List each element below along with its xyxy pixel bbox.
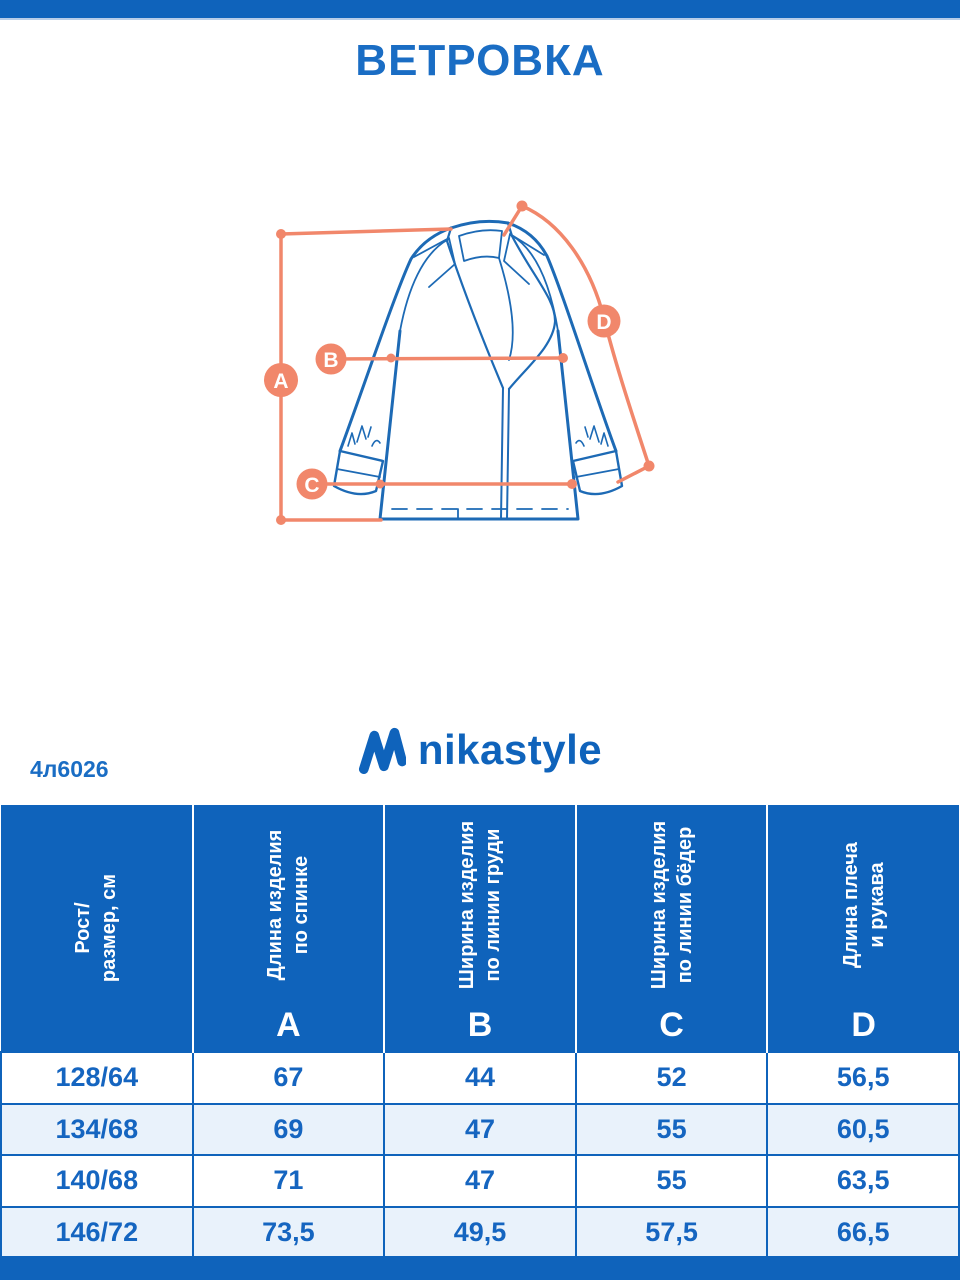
header-sleeve-length-label: Длина плеча и рукава (839, 842, 888, 968)
brand-name: nikastyle (417, 726, 603, 773)
badge-a-label: A (273, 370, 288, 393)
value-cell: 73,5 (191, 1205, 386, 1259)
size-table: Рост/ размер, см Длина изделия по спинке… (0, 805, 960, 1259)
header-letter-b: B (467, 1006, 493, 1044)
header-size-column: Рост/ размер, см (1, 805, 193, 1052)
product-code: 4л6026 (30, 756, 109, 782)
badge-c-circle (296, 468, 328, 500)
badge-b-circle (315, 343, 347, 375)
header-hip-width-label: Ширина изделия по линии бёдер (647, 820, 696, 990)
jacket-measurement-diagram: A B C D (264, 200, 655, 525)
brand-logo-mark-icon (358, 727, 406, 774)
size-cell: 146/72 (0, 1205, 194, 1259)
badge-d-circle (587, 304, 621, 338)
header-hip-width-column: Ширина изделия по линии бёдер C (574, 805, 768, 1052)
table-row: 134/68 69 47 55 60,5 (0, 1102, 960, 1156)
table-row: 140/68 71 47 55 63,5 (0, 1154, 960, 1208)
jacket-outline (332, 219, 624, 521)
value-cell: 63,5 (766, 1154, 960, 1208)
header-letter-d: D (851, 1006, 876, 1044)
value-cell: 60,5 (766, 1102, 960, 1156)
measurement-dots (276, 200, 655, 525)
header-sleeve-length-column: Длина плеча и рукава D (766, 805, 959, 1052)
value-cell: 44 (383, 1051, 577, 1105)
size-table-header: Рост/ размер, см Длина изделия по спинке… (1, 805, 959, 1052)
header-chest-width-label: Ширина изделия по линии груди (455, 820, 504, 990)
value-cell: 69 (191, 1102, 386, 1156)
header-chest-width-column: Ширина изделия по линии груди B (383, 805, 576, 1052)
top-accent-bar (0, 0, 960, 20)
header-back-length-column: Длина изделия по спинке A (191, 805, 385, 1052)
value-cell: 55 (574, 1154, 769, 1208)
header-letter-c: C (659, 1006, 684, 1044)
size-cell: 128/64 (0, 1051, 194, 1105)
badge-b-label: B (323, 349, 338, 372)
value-cell: 71 (191, 1154, 386, 1208)
page-title: ВЕТРОВКА (355, 36, 605, 85)
header-letter-a: A (276, 1006, 301, 1044)
badge-a-circle (264, 363, 298, 397)
value-cell: 49,5 (383, 1205, 577, 1259)
measurement-badges: A B C D (264, 304, 621, 500)
brand-logo: nikastyle (0, 722, 960, 778)
value-cell: 67 (191, 1051, 386, 1105)
badge-d-label: D (596, 311, 611, 334)
value-cell: 66,5 (766, 1205, 960, 1259)
value-cell: 47 (383, 1102, 577, 1156)
value-cell: 47 (383, 1154, 577, 1208)
value-cell: 57,5 (574, 1205, 769, 1259)
bottom-accent-bar (0, 1256, 960, 1280)
badge-c-label: C (304, 474, 319, 497)
value-cell: 55 (574, 1102, 769, 1156)
measurement-lines (279, 204, 651, 522)
header-size-label: Рост/ размер, см (72, 873, 121, 983)
table-row: 128/64 67 44 52 56,5 (0, 1051, 960, 1105)
size-cell: 134/68 (0, 1102, 194, 1156)
table-row: 146/72 73,5 49,5 57,5 66,5 (0, 1205, 960, 1259)
value-cell: 56,5 (766, 1051, 960, 1105)
header-back-length-label: Длина изделия по спинке (264, 829, 313, 981)
value-cell: 52 (574, 1051, 769, 1105)
size-cell: 140/68 (0, 1154, 194, 1208)
